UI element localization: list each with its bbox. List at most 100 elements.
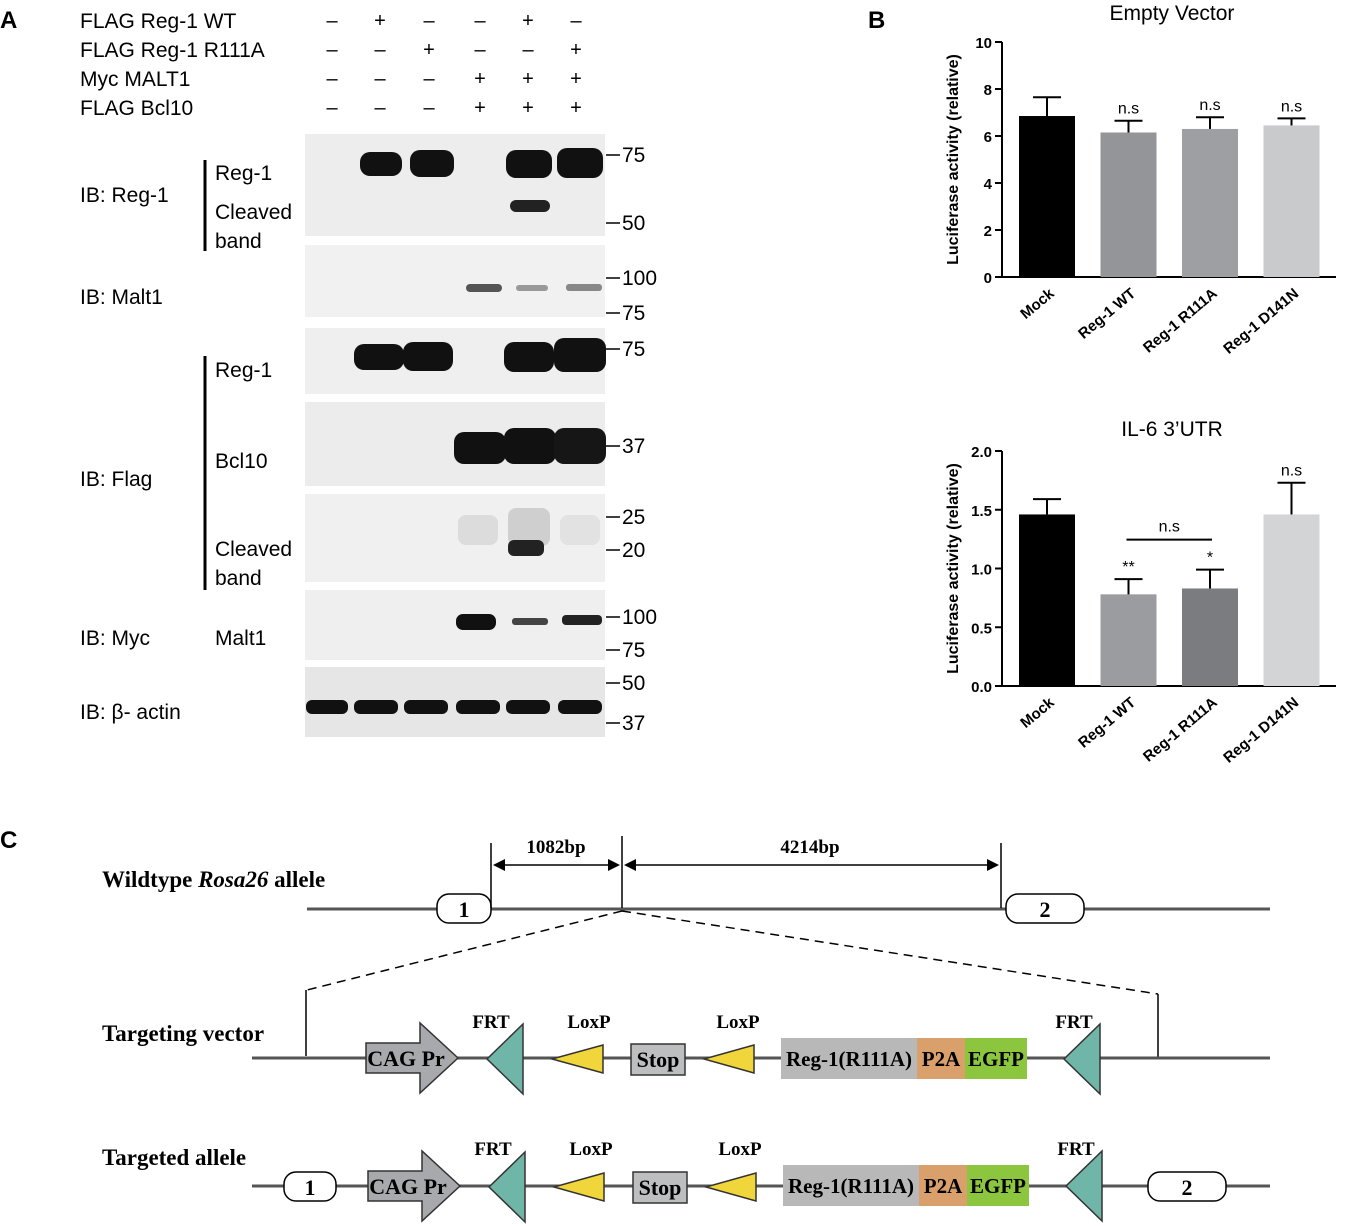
band <box>508 508 550 546</box>
loxp-label: LoxP <box>718 1139 762 1160</box>
band <box>554 338 606 372</box>
bar <box>1182 588 1238 686</box>
y-tick-label: 0 <box>984 270 992 287</box>
band <box>516 285 548 291</box>
y-tick-label: 1.0 <box>971 562 992 579</box>
condition-sign: – <box>374 39 386 61</box>
egfp-label: EGFP <box>970 1174 1026 1198</box>
panel-c-construct-diagram: Wildtype Rosa26 allele 1 2 1082bp 4214bp… <box>102 836 1270 1224</box>
frt-label: FRT <box>1057 1139 1095 1160</box>
band <box>458 515 498 545</box>
band <box>456 700 500 714</box>
condition-sign: – <box>474 39 486 61</box>
condition-sign: + <box>522 68 534 90</box>
reg1-cds <box>783 1165 919 1206</box>
condition-sign: – <box>474 10 486 32</box>
band <box>566 284 602 291</box>
panel-a-western-blot: FLAG Reg-1 WT FLAG Reg-1 R111A Myc MALT1… <box>80 10 657 737</box>
frt-label: FRT <box>472 1012 510 1033</box>
band <box>504 342 554 372</box>
mw-marker: 100 <box>622 606 657 629</box>
condition-sign: + <box>474 97 486 119</box>
exon-box <box>1147 1171 1227 1202</box>
reg1-cds <box>781 1038 917 1079</box>
condition-sign: + <box>522 10 534 32</box>
condition-sign: + <box>570 39 582 61</box>
y-axis-label: Luciferase activity (relative) <box>945 54 962 265</box>
mw-marker: 50 <box>622 672 645 695</box>
chart-title: IL-6 3’UTR <box>1121 418 1223 441</box>
frt-site <box>1064 1149 1103 1223</box>
y-tick-label: 2 <box>984 223 992 240</box>
condition-sign: – <box>374 68 386 90</box>
frt-site <box>487 1150 526 1224</box>
loxp-site <box>701 1044 755 1074</box>
reg1-label: Reg-1(R111A) <box>786 1047 912 1071</box>
frt-label: FRT <box>474 1139 512 1160</box>
band <box>512 618 548 625</box>
x-tick-label: Reg-1 WT <box>1075 285 1139 342</box>
loxp-label: LoxP <box>569 1139 613 1160</box>
egfp-label: EGFP <box>968 1047 1024 1071</box>
condition-sign: + <box>423 39 435 61</box>
stop-cassette <box>632 1171 688 1204</box>
bar <box>1182 128 1238 277</box>
band <box>558 700 602 714</box>
frt-label: FRT <box>1055 1012 1093 1033</box>
reg1-label: Reg-1(R111A) <box>788 1174 914 1198</box>
chart-title: Empty Vector <box>1110 2 1235 25</box>
blot-strip <box>305 134 605 236</box>
band-label: Malt1 <box>215 627 266 650</box>
band <box>510 200 550 212</box>
wildtype-title: Wildtype Rosa26 allele <box>102 867 325 892</box>
exon-label: 1 <box>305 1175 316 1200</box>
stop-cassette <box>630 1043 686 1076</box>
loxp-site <box>551 1172 605 1202</box>
panel-label-b: B <box>868 7 885 34</box>
frt-site <box>1062 1022 1101 1096</box>
stop-label: Stop <box>639 1175 682 1200</box>
band-label: Bcl10 <box>215 450 268 473</box>
ib-label: IB: β- actin <box>80 701 181 724</box>
mw-marker: 75 <box>622 338 645 361</box>
exon-label: 1 <box>459 897 470 922</box>
band <box>560 515 600 545</box>
ib-label: IB: Myc <box>80 627 150 650</box>
condition-sign: – <box>423 97 435 119</box>
condition-sign: + <box>570 97 582 119</box>
condition-sign: – <box>326 97 338 119</box>
band <box>354 700 398 714</box>
significance-label: n.s <box>1199 97 1220 114</box>
condition-sign: – <box>326 10 338 32</box>
exon-box <box>283 1171 337 1202</box>
p2a-label: P2A <box>922 1047 961 1071</box>
ib-label: IB: Reg-1 <box>80 184 169 207</box>
band <box>466 284 502 292</box>
exon-label: 2 <box>1182 1175 1193 1200</box>
cag-label: CAG Pr <box>369 1174 447 1199</box>
ib-label: IB: Malt1 <box>80 286 163 309</box>
cag-promoter-arrow <box>365 1021 460 1095</box>
band-label: Reg-1 <box>215 162 272 185</box>
blot-strips <box>305 134 605 737</box>
blot-bands <box>306 148 606 714</box>
significance-label: n.s <box>1281 463 1302 480</box>
bar <box>1263 125 1320 277</box>
panel-label-a: A <box>0 7 17 34</box>
frt-site <box>485 1022 524 1096</box>
ib-label: IB: Flag <box>80 468 152 491</box>
blot-strip <box>305 245 605 317</box>
targeting-vector-title: Targeting vector <box>102 1021 264 1046</box>
exon-label: 2 <box>1040 897 1051 922</box>
band-label: Cleaved <box>215 538 292 561</box>
condition-sign: – <box>570 10 582 32</box>
condition-sign: – <box>522 39 534 61</box>
significance-label: n.s <box>1118 101 1139 118</box>
distance-label: 1082bp <box>526 837 585 858</box>
band <box>403 342 453 371</box>
p2a-element <box>919 1165 967 1206</box>
x-tick-label: Mock <box>1017 694 1058 732</box>
condition-sign: – <box>423 68 435 90</box>
band <box>360 152 402 176</box>
cag-label: CAG Pr <box>367 1046 445 1071</box>
